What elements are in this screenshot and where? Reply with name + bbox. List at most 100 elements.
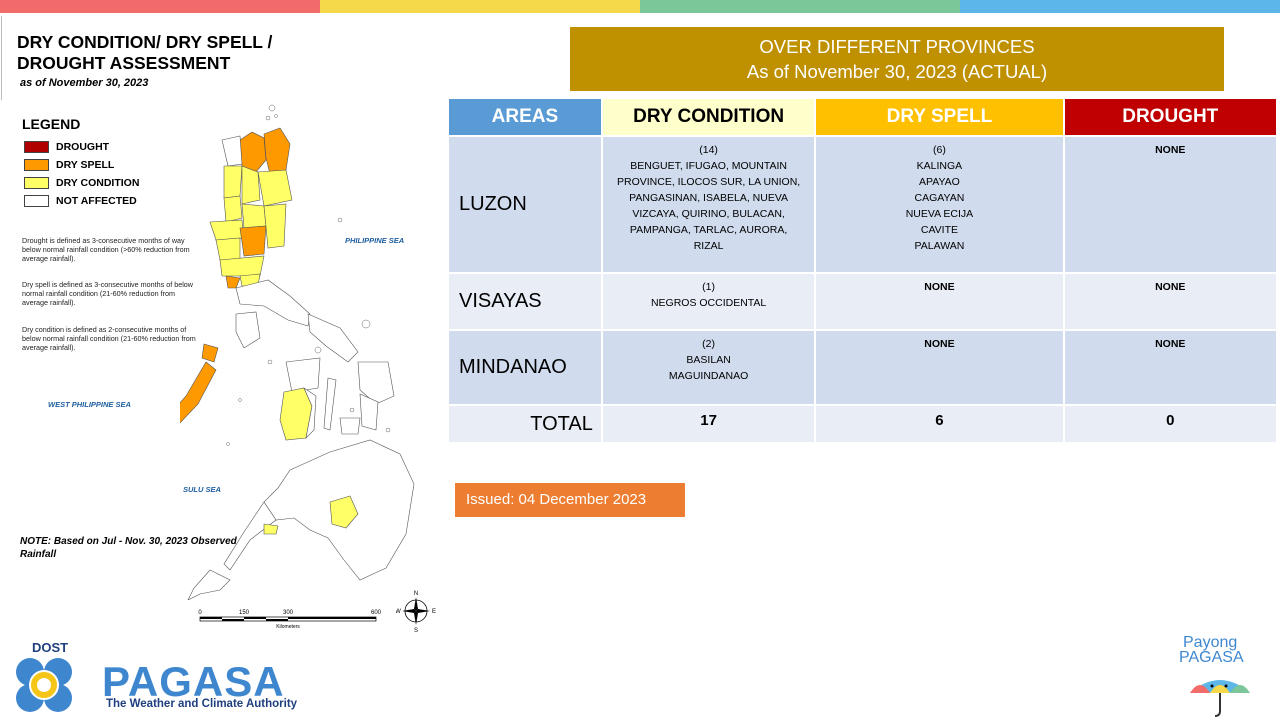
scale-unit: Kilometers [276,624,300,630]
map-region-cagayan [263,127,291,175]
map-region-maguindanao [329,495,359,529]
column-header-dry-spell: DRY SPELL [816,99,1063,135]
map-region-sulu [187,569,231,600]
count-label: (2) [702,338,716,350]
legend-label: NOT AFFECTED [56,195,137,207]
drought-value: NONE [1155,281,1186,293]
scale-tick-150: 150 [239,610,250,616]
dry-condition-definition: Dry condition is defined as 2-consecutiv… [22,325,196,352]
legend-swatch-dry-condition [24,177,49,189]
cell-drought: NONE [1064,137,1276,272]
province-line: NUEVA ECIJA [905,208,974,220]
map-region-palawan-north [201,343,219,363]
map-region-leyte [359,393,379,431]
sea-label-west-philippine: WEST PHILIPPINE SEA [48,400,131,409]
dry-spell-value: NONE [924,338,955,350]
count-label: (1) [702,281,716,293]
cell-dry-condition: (2) BASILAN MAGUINDANAO [602,331,815,404]
legend-item-drought: DROUGHT [24,140,109,154]
province-line: PAMPANGA, TARLAC, AURORA, [629,224,788,236]
province-line: KALINGA [916,160,963,172]
area-label: LUZON [449,137,601,272]
map-region-panay [285,357,321,393]
map-region-tarlac [215,237,241,261]
scale-bar: 0 150 300 600 Kilometers [198,610,381,630]
compass-w: W [396,609,401,615]
header-line-1: OVER DIFFERENT PROVINCES [759,36,1035,57]
map-region-bohol [339,417,361,435]
column-header-dry-condition: DRY CONDITION [602,99,815,135]
table-row-total: TOTAL 17 6 0 [449,406,1276,442]
sea-label-philippine: PHILIPPINE SEA [345,236,405,245]
map-region-bicol [307,313,359,363]
header-line-2: As of November 30, 2023 (ACTUAL) [746,61,1048,82]
top-bar-red [0,0,320,13]
province-line: CAVITE [920,224,959,236]
map-region-nueva-vizcaya [241,203,267,229]
cell-dry-condition: (14) BENGUET, IFUGAO, MOUNTAIN PROVINCE,… [602,137,815,272]
drought-value: NONE [1155,338,1186,350]
compass-s: S [414,628,418,633]
column-header-areas: AREAS [449,99,601,135]
cell-dry-spell: (6) KALINGA APAYAO CAGAYAN NUEVA ECIJA C… [816,137,1063,272]
compass-rose-icon: N S W E [396,591,436,633]
province-line: MAGUINDANAO [668,370,749,382]
legend-label: DRY SPELL [56,159,115,171]
pagasa-logo-icon [16,658,72,712]
legend-item-not-affected: NOT AFFECTED [24,194,137,208]
province-line: VIZCAYA, QUIRINO, BULACAN, [632,208,785,220]
top-bar-yellow [320,0,640,13]
count-label: (14) [699,144,718,156]
area-label: VISAYAS [449,274,601,329]
province-line: RIZAL [693,240,724,252]
cell-drought: NONE [1064,331,1276,404]
total-label: TOTAL [449,406,601,442]
map-region-basilan [263,523,279,535]
legend-swatch-drought [24,141,49,153]
map-title: DRY CONDITION/ DRY SPELL / DROUGHT ASSES… [17,32,273,73]
dry-spell-value: NONE [924,281,955,293]
map-region-isabela [257,169,293,207]
map-region-zamboanga [223,501,277,571]
column-header-drought: DROUGHT [1064,99,1276,135]
map-region-batangas-laguna-quezon [235,279,311,327]
total-dry-spell: 6 [816,406,1063,442]
table-row-visayas: VISAYAS (1) NEGROS OCCIDENTAL NONE NONE [449,274,1276,329]
province-line: PALAWAN [914,240,965,252]
map-region-aurora [263,203,287,249]
scale-tick-0: 0 [198,610,202,616]
cell-drought: NONE [1064,274,1276,329]
table-header-row: AREAS DRY CONDITION DRY SPELL DROUGHT [449,99,1276,135]
drought-value: NONE [1155,144,1186,156]
province-line: NEGROS OCCIDENTAL [650,297,767,309]
scale-tick-300: 300 [283,610,294,616]
map-region-pangasinan [209,219,245,241]
map-region-ilocos-sur [223,165,243,199]
pagasa-tagline: The Weather and Climate Authority [106,698,298,710]
map-region-cordillera [241,165,261,205]
dost-label: DOST [32,640,69,655]
map-region-ilocos-norte [221,135,243,167]
sea-label-sulu: SULU SEA [183,485,221,494]
legend-swatch-dry-spell [24,159,49,171]
map-note: NOTE: Based on Jul - Nov. 30, 2023 Obser… [20,536,237,560]
map-region-cavite [225,275,241,289]
payong-label-line2: PAGASA [1179,649,1244,666]
cell-dry-spell: NONE [816,274,1063,329]
assessment-table: AREAS DRY CONDITION DRY SPELL DROUGHT LU… [447,97,1278,444]
map-region-pampanga-bulacan [219,255,265,277]
cell-dry-spell: NONE [816,331,1063,404]
legend-title: LEGEND [22,116,81,132]
payong-label-line1: Payong [1183,634,1238,651]
province-line: CAGAYAN [914,192,965,204]
map-region-nueva-ecija [239,225,267,257]
province-line: APAYAO [919,176,960,188]
map-date: as of November 30, 2023 [20,77,149,89]
total-dry-condition: 17 [602,406,815,442]
province-line: BASILAN [686,354,731,366]
legend-item-dry-condition: DRY CONDITION [24,176,139,190]
map-region-mindoro [235,311,261,349]
legend-item-dry-spell: DRY SPELL [24,158,114,172]
left-divider [1,16,2,100]
drought-definition: Drought is defined as 3-consecutive mont… [22,236,190,263]
